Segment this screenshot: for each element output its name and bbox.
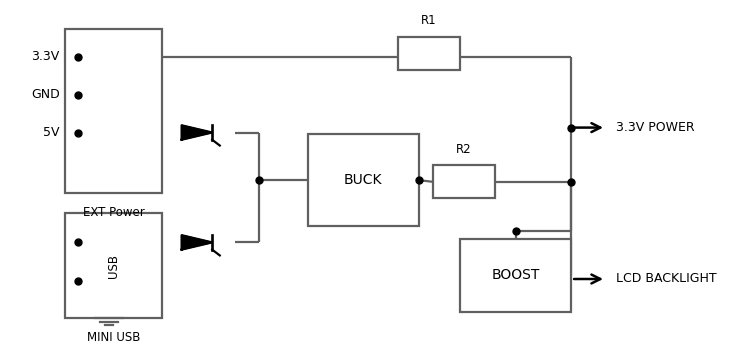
Text: EXT Power: EXT Power (83, 206, 145, 219)
Bar (308, 134, 418, 226)
Text: 3.3V: 3.3V (32, 50, 59, 64)
Text: USB: USB (107, 254, 120, 278)
Text: R2: R2 (456, 143, 471, 155)
Bar (65, 213, 162, 318)
Polygon shape (181, 235, 212, 249)
Text: MINI USB: MINI USB (87, 331, 140, 344)
Bar (398, 37, 460, 70)
Text: BOOST: BOOST (492, 268, 540, 282)
Polygon shape (181, 125, 212, 140)
Text: GND: GND (31, 88, 59, 101)
Text: BUCK: BUCK (344, 173, 382, 187)
Bar (432, 166, 495, 198)
Text: 5V: 5V (43, 126, 59, 139)
Text: LCD BACKLIGHT: LCD BACKLIGHT (617, 272, 717, 286)
Bar (65, 29, 162, 193)
Bar (460, 239, 571, 312)
Text: R1: R1 (421, 15, 437, 27)
Text: 3.3V POWER: 3.3V POWER (617, 121, 695, 134)
